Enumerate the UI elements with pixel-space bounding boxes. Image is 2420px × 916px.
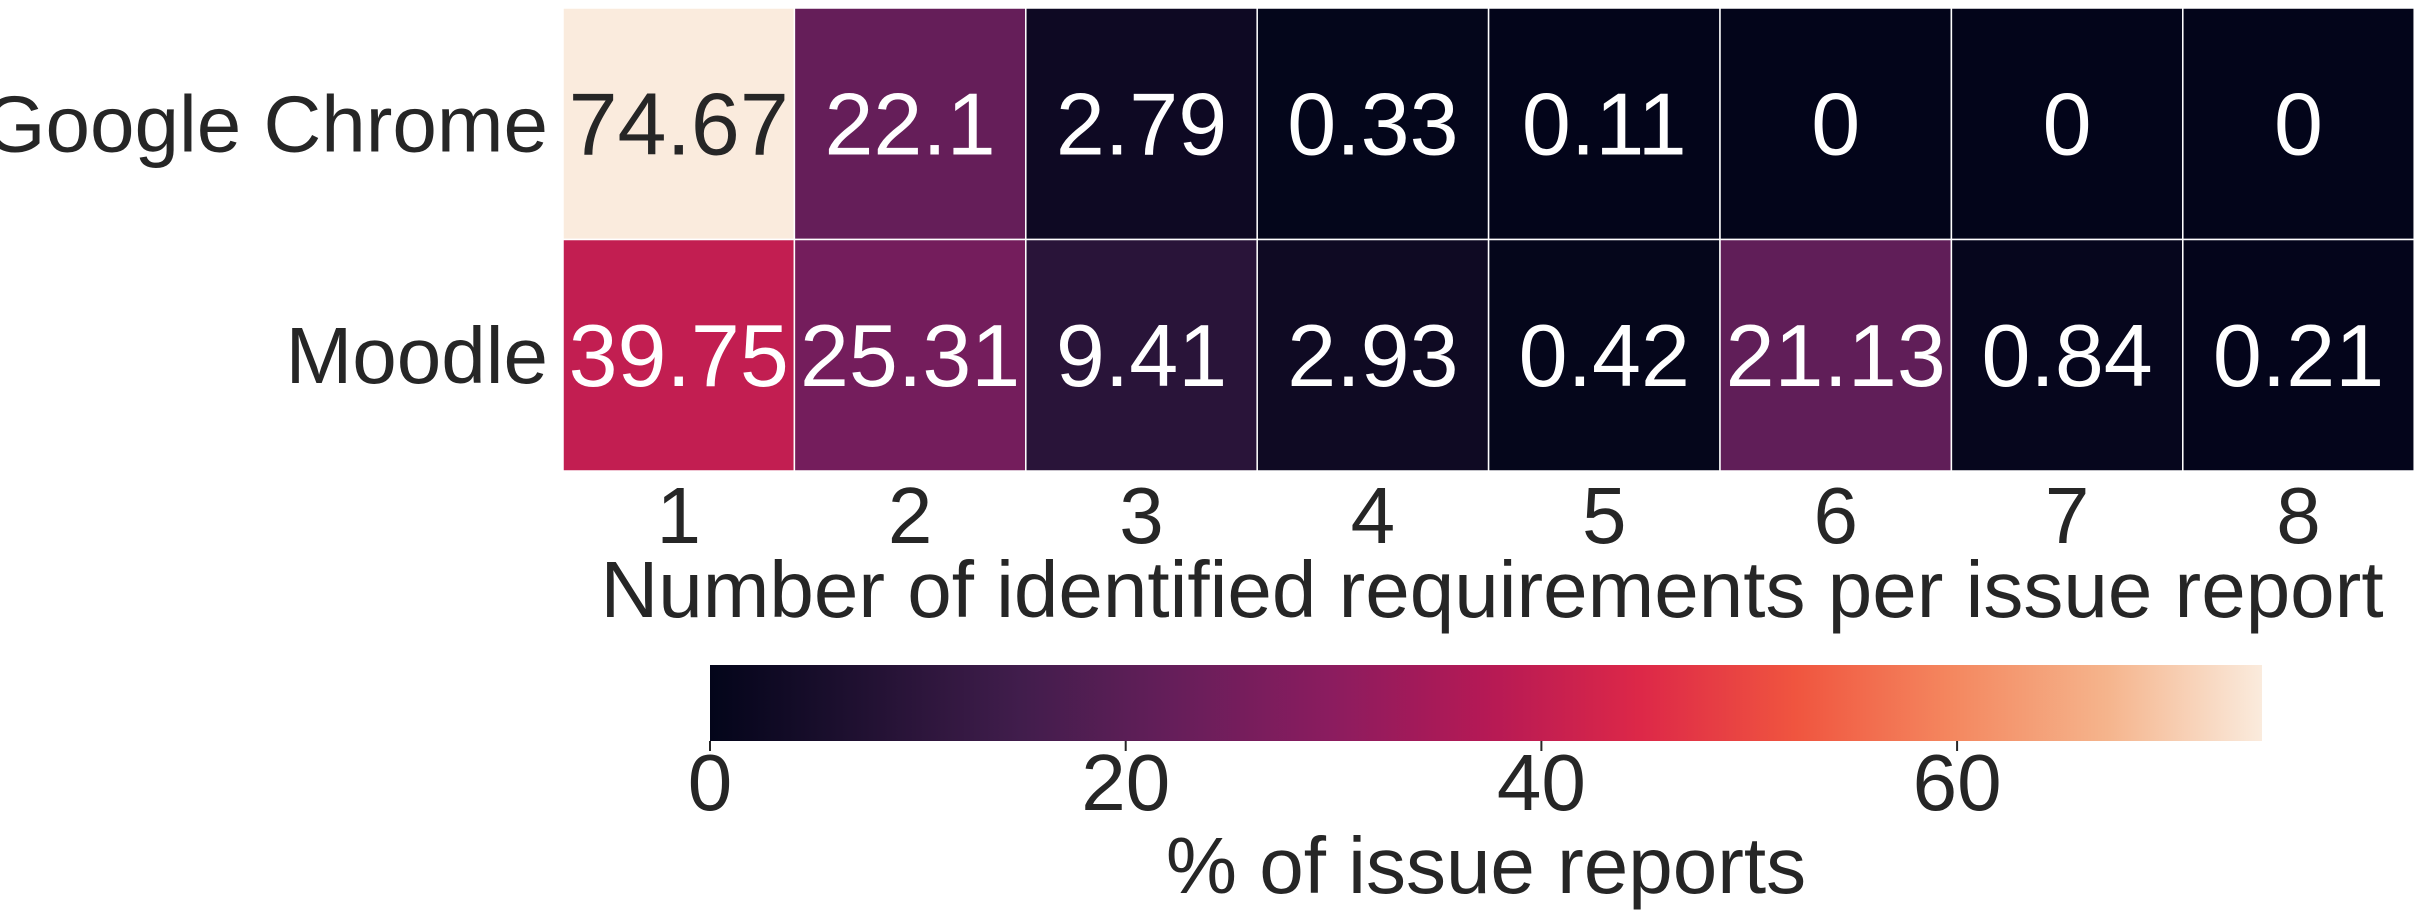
colorbar-label: % of issue reports — [1166, 821, 1806, 910]
heatmap-cell — [1719, 238, 1953, 472]
heatmap-cell — [2182, 7, 2415, 241]
heatmap-cell-label: 0 — [2274, 74, 2323, 173]
column-tick-label: 1 — [656, 471, 701, 560]
row-tick-labels: Google Chrome Moodle — [0, 79, 548, 400]
heatmap-cell-label: 0.11 — [1522, 74, 1687, 173]
heatmap-cell-label: 0.42 — [1519, 306, 1690, 405]
heatmap-cell-label: 0.84 — [1981, 306, 2152, 405]
heatmap-cell-label: 21.13 — [1726, 306, 1946, 405]
column-tick-labels: 1 2 3 4 5 6 7 8 — [656, 471, 2320, 560]
column-tick-label: 6 — [1813, 471, 1858, 560]
heatmap-cell — [1025, 7, 1258, 241]
heatmap-cell-labels: 74.67 22.1 2.79 0.33 0.11 0 0 0 39.75 25.31 9.41 2.… — [569, 74, 2385, 405]
colorbar-tick-label: 60 — [1913, 738, 2002, 827]
column-tick-label: 5 — [1582, 471, 1627, 560]
heatmap-cells — [562, 7, 2415, 472]
heatmap-cell — [1256, 7, 1490, 241]
heatmap-cell-label: 25.31 — [800, 306, 1020, 405]
heatmap-cell — [1950, 238, 2184, 472]
row-tick-label: Google Chrome — [0, 79, 548, 168]
heatmap-cell-label: 0 — [2043, 74, 2092, 173]
heatmap-cell-label: 2.79 — [1056, 74, 1227, 173]
heatmap-cell — [1487, 7, 1721, 241]
heatmap-cell — [1719, 7, 1953, 241]
column-tick-label: 3 — [1119, 471, 1164, 560]
heatmap-cell — [1950, 7, 2184, 241]
heatmap-cell — [562, 7, 796, 241]
x-axis-label: Number of identified requirements per is… — [600, 545, 2383, 634]
heatmap-cell — [2182, 238, 2415, 472]
heatmap-cell — [1487, 238, 1721, 472]
column-tick-label: 7 — [2045, 471, 2090, 560]
heatmap-cell-label: 0.21 — [2213, 306, 2384, 405]
heatmap-cell — [562, 238, 796, 472]
colorbar-tick-label: 0 — [688, 738, 733, 827]
heatmap-cell-label: 0 — [1811, 74, 1860, 173]
heatmap-cell-label: 2.93 — [1287, 306, 1458, 405]
heatmap-cell — [1256, 238, 1490, 472]
colorbar-ticks: 0 20 40 60 — [688, 738, 2002, 827]
column-tick-label: 8 — [2276, 471, 2321, 560]
colorbar-tick-label: 20 — [1081, 738, 1170, 827]
heatmap-cell-label: 74.67 — [569, 74, 789, 173]
heatmap-cell-label: 22.1 — [824, 74, 995, 173]
column-tick-label: 4 — [1351, 471, 1396, 560]
heatmap-cell-label: 0.33 — [1287, 74, 1458, 173]
heatmap-cell-label: 39.75 — [569, 306, 789, 405]
colorbar — [710, 665, 2262, 741]
heatmap-cell — [793, 7, 1027, 241]
colorbar-tick-label: 40 — [1497, 738, 1586, 827]
heatmap-cell — [793, 238, 1027, 472]
row-tick-label: Moodle — [286, 311, 548, 400]
heatmap-cell-label: 9.41 — [1056, 306, 1227, 405]
column-tick-label: 2 — [888, 471, 933, 560]
